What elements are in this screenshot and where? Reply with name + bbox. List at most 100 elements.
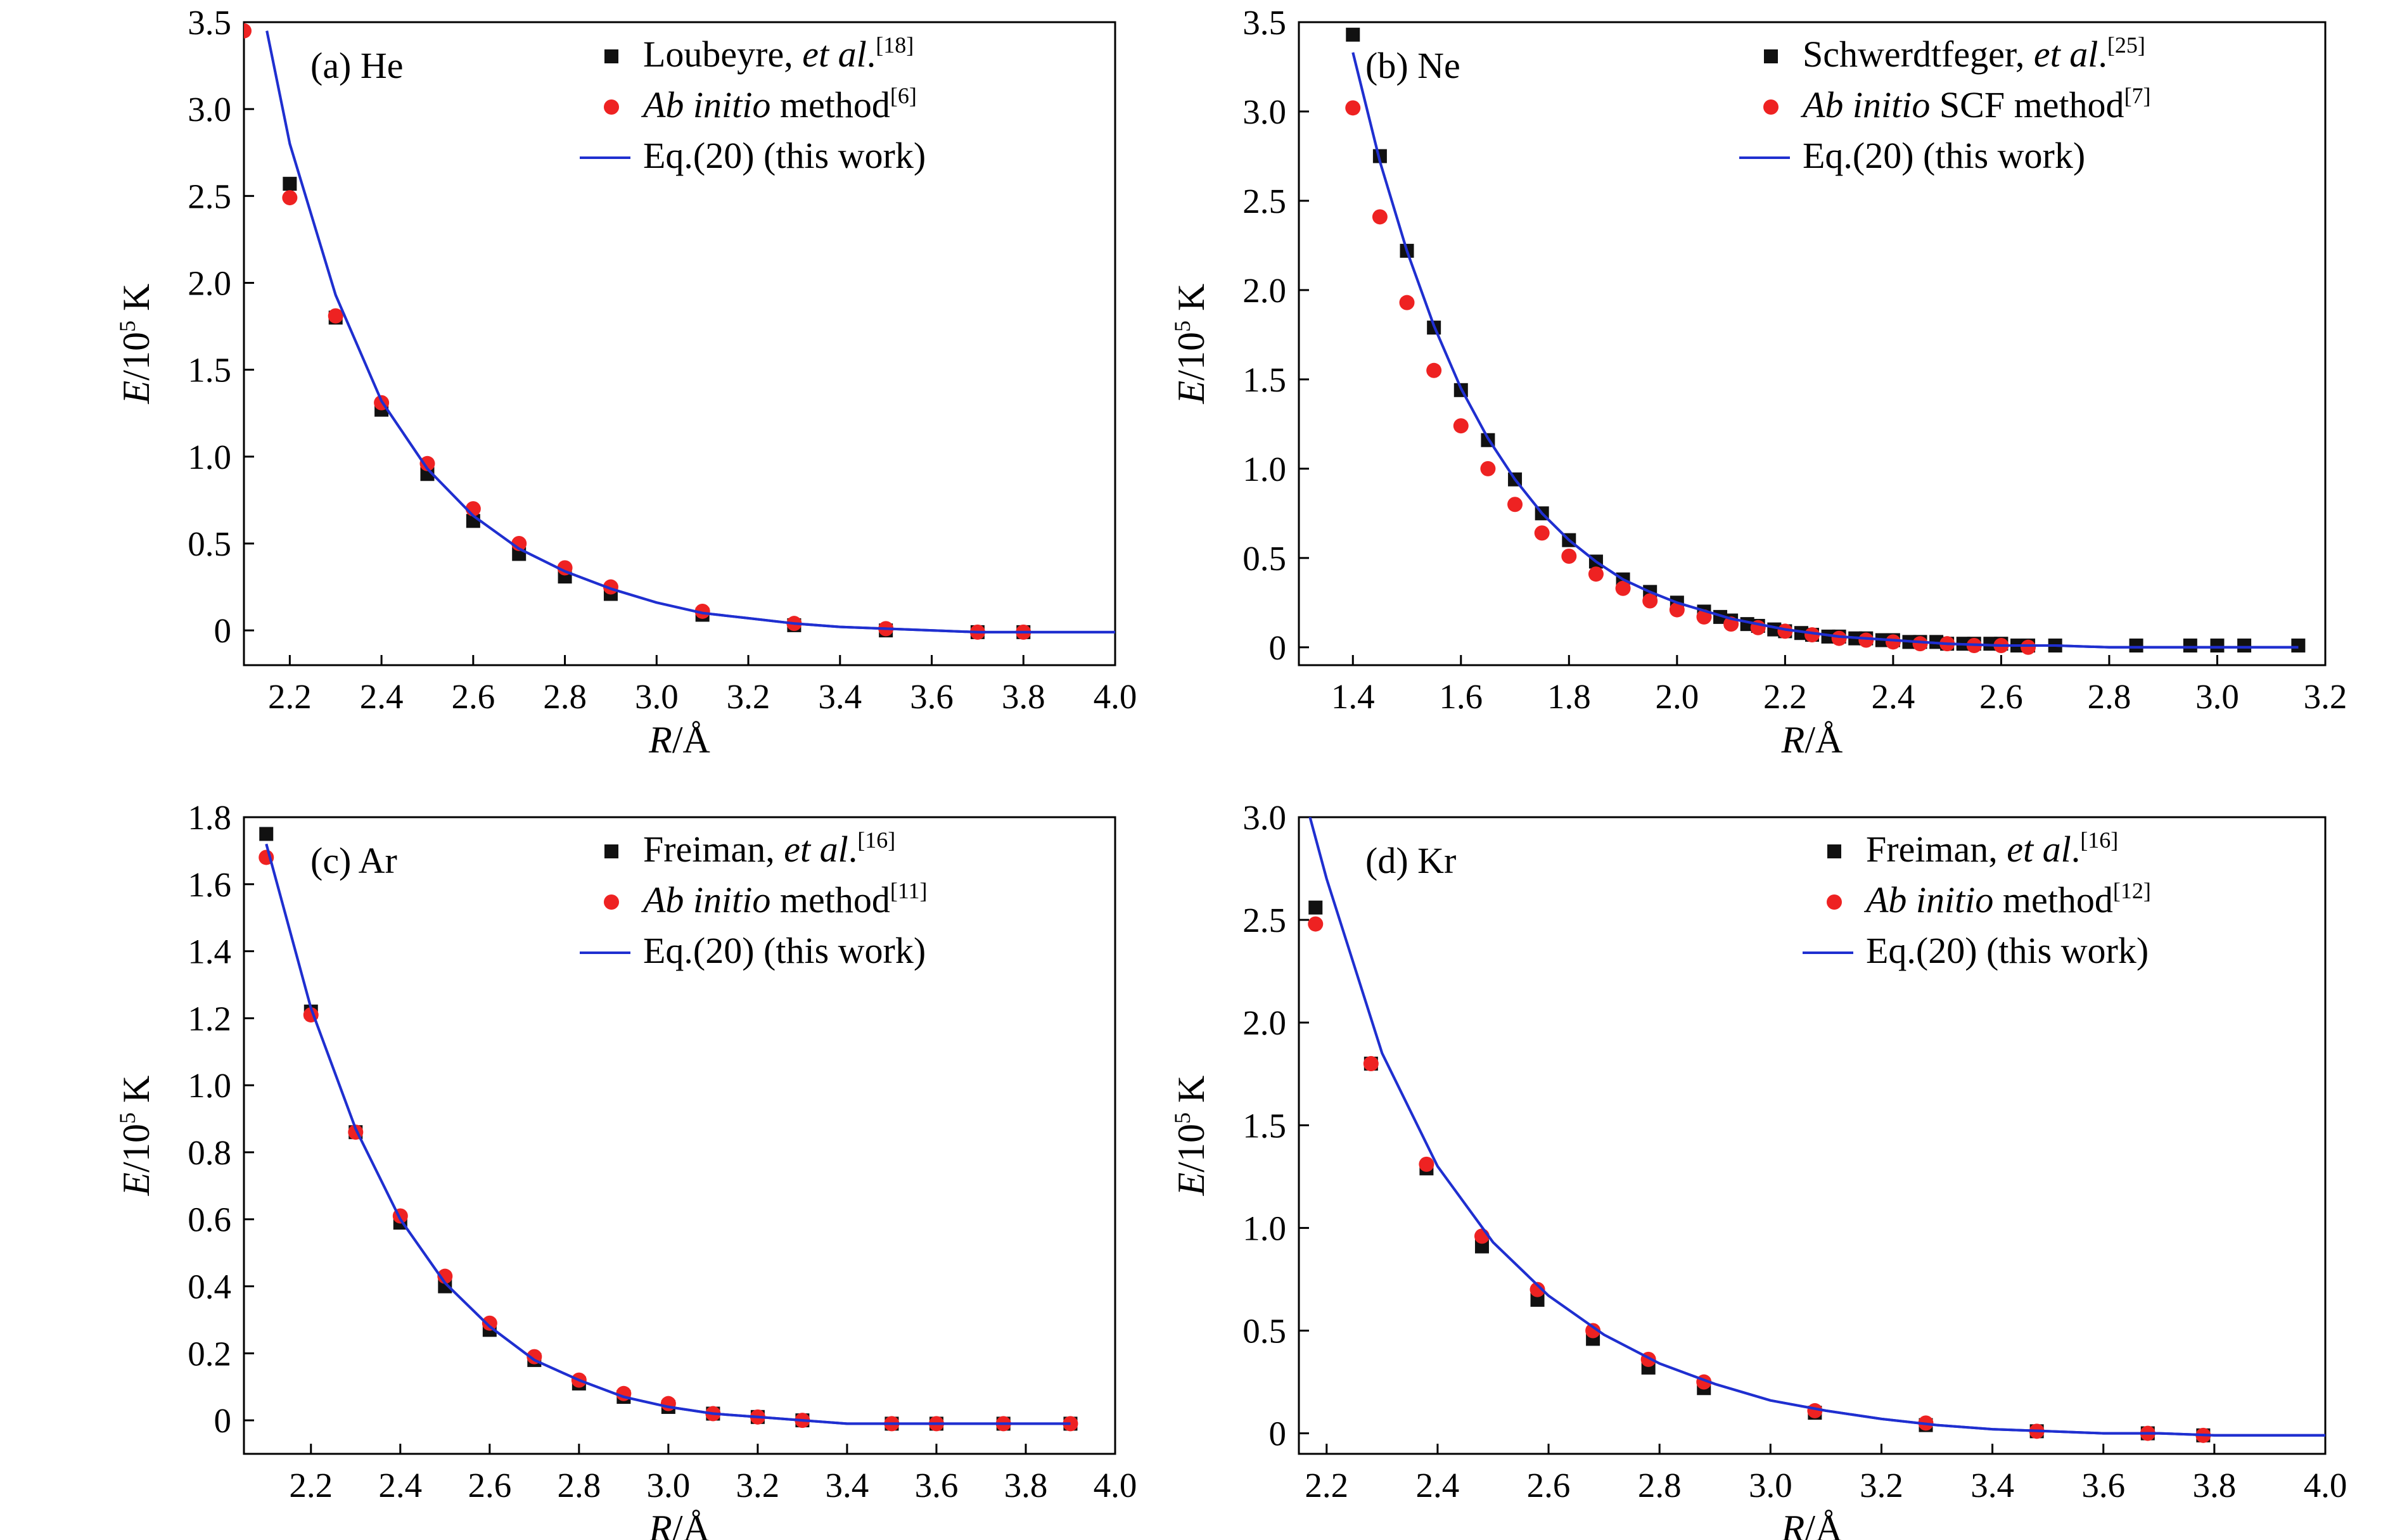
- x-axis-unit: /Å: [672, 1508, 710, 1540]
- y-axis-var: E: [1170, 1173, 1212, 1197]
- ab-initio-point: [1363, 1056, 1379, 1072]
- legend-rest-part: .: [2098, 34, 2107, 75]
- x-tick-label: 3.0: [1749, 1466, 1792, 1505]
- x-tick-label: 3.2: [2304, 677, 2347, 716]
- x-tick-label: 3.4: [1970, 1466, 2014, 1505]
- plot-frame: [1298, 21, 2327, 666]
- ab-initio-point: [1372, 209, 1388, 225]
- x-tick-label: 1.4: [1331, 677, 1375, 716]
- reference-point: [2210, 638, 2225, 652]
- x-axis-unit: /Å: [672, 719, 710, 761]
- y-tick-label: 2.0: [1242, 1003, 1286, 1042]
- y-axis-scale: /10: [115, 332, 157, 381]
- y-tick-label: 0.6: [188, 1200, 231, 1239]
- legend-entry: Freiman, et al.[16]: [643, 827, 895, 870]
- ab-initio-point: [1912, 636, 1928, 652]
- y-axis-title: E/105 K: [115, 1076, 157, 1197]
- legend-square-marker: [604, 49, 618, 63]
- y-tick-label: 0.5: [1242, 1311, 1286, 1350]
- y-axis-title: E/105 K: [115, 284, 157, 405]
- x-tick-label: 2.8: [1638, 1466, 1682, 1505]
- reference-point: [2129, 638, 2143, 652]
- y-axis-exponent: 5: [1170, 1112, 1195, 1124]
- y-tick-label: 0.5: [1242, 539, 1286, 578]
- plot-frame: [243, 816, 1116, 1455]
- panel-label: (b) Ne: [1365, 45, 1460, 86]
- legend-italic-part: Ab initio: [1863, 879, 1993, 920]
- x-tick-label: 2.4: [360, 677, 404, 716]
- y-tick-label: 3.5: [1242, 3, 1286, 42]
- y-tick-label: 1.0: [1242, 1209, 1286, 1247]
- data-layer: [1308, 817, 2325, 1443]
- legend-text-part: Freiman,: [1866, 829, 2007, 870]
- legend-rest-part: SCF method: [1930, 84, 2124, 125]
- legend-text-part: Loubeyre,: [643, 34, 802, 75]
- legend-citation: [18]: [876, 32, 914, 58]
- reference-point: [1474, 1239, 1489, 1254]
- panel-he: 2.2 2.4 2.6 2.8 3.0 3.2 3.4 3.6 3.8 4.0 0 0.5 1.0 1.5…: [115, 3, 1137, 761]
- x-tick-label: 3.0: [646, 1466, 690, 1505]
- x-tick-label: 3.8: [1004, 1466, 1048, 1505]
- reference-point: [2291, 638, 2306, 652]
- y-tick-label: 3.0: [1242, 92, 1286, 131]
- legend-citation: [16]: [857, 827, 895, 853]
- y-tick-label: 3.0: [188, 90, 231, 129]
- y-tick-label: 0: [1269, 628, 1287, 667]
- x-axis-unit: /Å: [1804, 719, 1843, 761]
- legend-text-part: Eq.(20) (this work): [1803, 135, 2085, 176]
- y-tick-label: 1.2: [188, 999, 231, 1038]
- panel-kr: 2.2 2.4 2.6 2.8 3.0 3.2 3.4 3.6 3.8 4.0 0 0.5 1.0 1.5…: [1170, 798, 2347, 1540]
- reference-point: [283, 177, 297, 191]
- panel-ar: 2.2 2.4 2.6 2.8 3.0 3.2 3.4 3.6 3.8 4.0 0 0.2 0.4 0.6…: [115, 798, 1137, 1540]
- ab-initio-point: [1399, 295, 1415, 310]
- reference-point: [1346, 27, 1360, 42]
- legend-text-part: Schwerdtfeger,: [1803, 34, 2034, 75]
- legend-entry: Schwerdtfeger, et al.[25]: [1803, 32, 2145, 75]
- legend-entry: Ab initio SCF method[7]: [1800, 83, 2151, 125]
- legend-citation: [12]: [2113, 878, 2151, 903]
- x-tick-label: 2.2: [1763, 677, 1807, 716]
- y-axis-var: E: [1170, 381, 1212, 405]
- reference-point: [420, 467, 435, 481]
- data-layer: [1345, 27, 2306, 655]
- ab-initio-point: [244, 23, 252, 39]
- y-tick-label: 1.5: [1242, 360, 1286, 399]
- fit-curve-eq20-overlay: [265, 843, 1071, 1425]
- legend-rest-part: .: [848, 829, 858, 870]
- ab-initio-point: [1480, 461, 1496, 476]
- ab-initio-point: [1669, 602, 1685, 618]
- ab-initio-point: [1615, 580, 1631, 596]
- x-tick-label: 2.4: [1416, 1466, 1460, 1505]
- y-tick-label: 3.5: [188, 3, 231, 42]
- fit-curve-eq20-overlay: [1351, 52, 2299, 649]
- x-tick-label: 3.4: [818, 677, 862, 716]
- y-axis-title: E/105 K: [1170, 1076, 1212, 1197]
- legend-entry: Ab initio method[6]: [641, 83, 917, 125]
- legend-rest-part: method: [1993, 879, 2112, 920]
- x-tick-label: 2.2: [268, 677, 312, 716]
- ab-initio-point: [1585, 1323, 1601, 1339]
- reference-point: [1530, 1292, 1545, 1307]
- legend-citation: [11]: [890, 878, 928, 903]
- legend-italic-part: Ab initio: [641, 879, 770, 920]
- y-axis-exponent: 5: [1170, 321, 1195, 332]
- ab-initio-point: [437, 1268, 453, 1284]
- plot-frame: [243, 21, 1116, 666]
- y-axis-exponent: 5: [115, 321, 140, 332]
- plot-frame: [1298, 816, 2327, 1455]
- ab-initio-point: [1507, 497, 1523, 512]
- y-tick-label: 0: [214, 611, 232, 650]
- legend-entry: Eq.(20) (this work): [643, 135, 926, 176]
- legend-text-part: Eq.(20) (this work): [643, 135, 926, 176]
- y-tick-label: 1.4: [188, 932, 231, 971]
- x-tick-label: 3.4: [826, 1466, 869, 1505]
- x-tick-label: 4.0: [2304, 1466, 2347, 1505]
- y-tick-label: 1.0: [1242, 450, 1286, 488]
- x-tick-label: 2.0: [1655, 677, 1699, 716]
- x-axis-title: R/Å: [1781, 719, 1843, 761]
- x-axis-var: R: [1781, 719, 1805, 761]
- y-axis-var: E: [115, 381, 157, 405]
- x-tick-label: 3.2: [736, 1466, 780, 1505]
- legend-circle-marker: [1827, 894, 1842, 910]
